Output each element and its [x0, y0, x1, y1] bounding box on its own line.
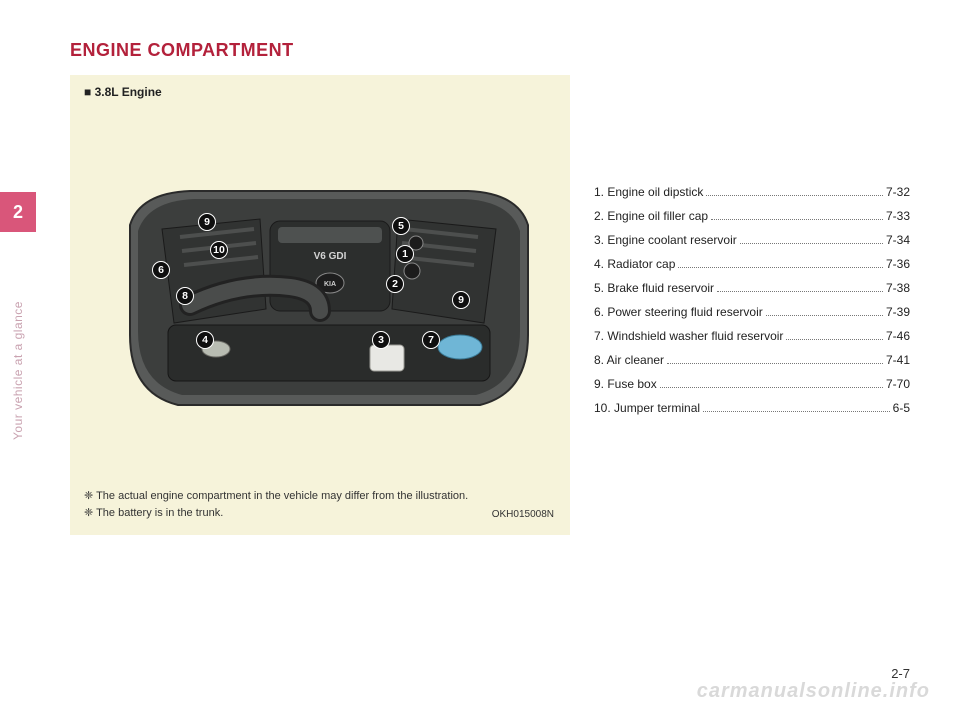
callout-marker: 6	[152, 261, 170, 279]
leader-dots	[678, 267, 883, 268]
callout-marker: 9	[452, 291, 470, 309]
leader-dots	[711, 219, 883, 220]
image-code: OKH015008N	[492, 507, 554, 523]
figure-panel: ■ 3.8L Engine V6 GDI KIA	[70, 75, 570, 535]
reference-line: 4. Radiator cap 7-36	[594, 255, 910, 273]
reference-label: 10. Jumper terminal	[594, 399, 700, 417]
svg-text:V6 GDI: V6 GDI	[314, 251, 347, 262]
callout-marker: 4	[196, 331, 214, 349]
footnote-line: ❈ The battery is in the trunk.	[84, 505, 556, 523]
page-title: ENGINE COMPARTMENT	[70, 40, 910, 61]
reference-line: 6. Power steering fluid reservoir 7-39	[594, 303, 910, 321]
reference-page: 7-70	[886, 375, 910, 393]
reference-line: 3. Engine coolant reservoir 7-34	[594, 231, 910, 249]
leader-dots	[766, 315, 883, 316]
page-number: 2-7	[891, 666, 910, 681]
reference-page: 7-33	[886, 207, 910, 225]
reference-page: 7-39	[886, 303, 910, 321]
watermark: carmanualsonline.info	[697, 680, 930, 703]
reference-page: 7-36	[886, 255, 910, 273]
leader-dots	[660, 387, 883, 388]
callout-marker: 10	[210, 241, 228, 259]
reference-page: 7-41	[886, 351, 910, 369]
reference-label: 6. Power steering fluid reservoir	[594, 303, 763, 321]
figure-area: ■ 3.8L Engine V6 GDI KIA	[70, 75, 910, 535]
reference-label: 5. Brake fluid reservoir	[594, 279, 714, 297]
reference-page: 7-34	[886, 231, 910, 249]
manual-page: 2 Your vehicle at a glance ENGINE COMPAR…	[0, 0, 960, 707]
reference-page: 7-38	[886, 279, 910, 297]
component-reference-list: 1. Engine oil dipstick 7-32 2. Engine oil …	[594, 75, 910, 535]
leader-dots	[703, 411, 890, 412]
reference-label: 9. Fuse box	[594, 375, 657, 393]
callout-marker: 1	[396, 245, 414, 263]
callout-marker: 5	[392, 217, 410, 235]
reference-line: 10. Jumper terminal 6-5	[594, 399, 910, 417]
callout-marker: 3	[372, 331, 390, 349]
callout-marker: 9	[198, 213, 216, 231]
leader-dots	[667, 363, 883, 364]
chapter-tab: 2	[0, 192, 36, 232]
reference-line: 7. Windshield washer fluid reservoir 7-46	[594, 327, 910, 345]
reference-label: 1. Engine oil dipstick	[594, 183, 703, 201]
callout-marker: 7	[422, 331, 440, 349]
leader-dots	[717, 291, 883, 292]
subtitle-text: 3.8L Engine	[95, 85, 162, 99]
leader-dots	[786, 339, 883, 340]
reference-page: 6-5	[893, 399, 910, 417]
leader-dots	[706, 195, 883, 196]
reference-label: 8. Air cleaner	[594, 351, 664, 369]
chapter-side-label: Your vehicle at a glance	[8, 240, 28, 440]
reference-label: 4. Radiator cap	[594, 255, 675, 273]
reference-line: 2. Engine oil filler cap 7-33	[594, 207, 910, 225]
figure-subtitle: ■ 3.8L Engine	[84, 85, 556, 99]
callout-marker: 2	[386, 275, 404, 293]
reference-line: 5. Brake fluid reservoir 7-38	[594, 279, 910, 297]
engine-illustration: V6 GDI KIA	[120, 185, 538, 425]
engine-svg: V6 GDI KIA	[120, 185, 538, 425]
reference-page: 7-46	[886, 327, 910, 345]
reference-page: 7-32	[886, 183, 910, 201]
leader-dots	[740, 243, 883, 244]
reference-label: 3. Engine coolant reservoir	[594, 231, 737, 249]
reference-line: 8. Air cleaner 7-41	[594, 351, 910, 369]
reference-line: 1. Engine oil dipstick 7-32	[594, 183, 910, 201]
reference-line: 9. Fuse box 7-70	[594, 375, 910, 393]
svg-text:KIA: KIA	[324, 281, 336, 288]
footnote-line: ❈ The actual engine compartment in the v…	[84, 488, 556, 506]
figure-footnotes: ❈ The actual engine compartment in the v…	[84, 488, 556, 523]
reference-label: 2. Engine oil filler cap	[594, 207, 708, 225]
subtitle-bullet: ■	[84, 85, 95, 99]
reference-label: 7. Windshield washer fluid reservoir	[594, 327, 783, 345]
callout-marker: 8	[176, 287, 194, 305]
